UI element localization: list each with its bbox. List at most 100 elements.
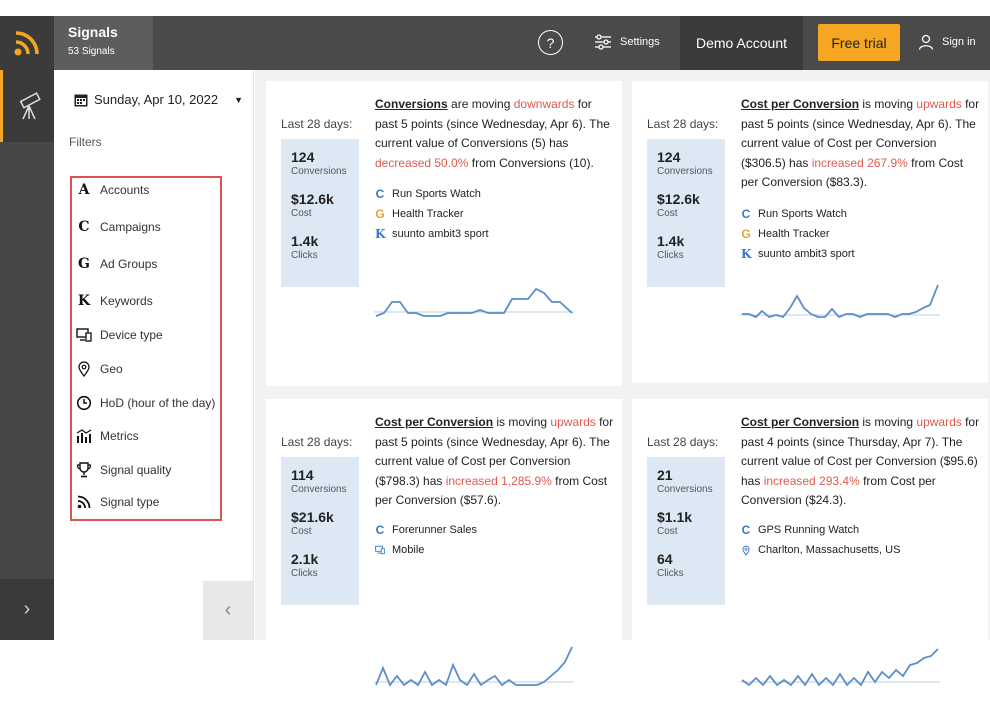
desc-text: from Cost per Conversion ($24.3).: [741, 473, 936, 508]
filter-keywords[interactable]: K Keywords: [76, 293, 153, 309]
stat-value: 1.4k: [291, 233, 319, 249]
filter-campaigns[interactable]: C Campaigns: [76, 219, 161, 235]
sliders-icon: [595, 34, 611, 50]
filter-label: Campaigns: [100, 220, 161, 234]
filter-label: Device type: [100, 328, 163, 342]
filter-signal-type[interactable]: Signal type: [76, 495, 159, 509]
ad-group-icon: G: [375, 207, 385, 221]
desc-text: from Cost per Conversion ($83.3).: [741, 155, 964, 190]
keywords-icon: K: [77, 293, 91, 309]
signals-logo[interactable]: [0, 16, 54, 70]
change-text: decreased 50.0%: [375, 155, 469, 170]
rss-logo-icon: [14, 31, 39, 56]
tag-list: C GPS Running Watch Charlton, Massachuset…: [741, 520, 901, 560]
metric-link[interactable]: Cost per Conversion: [741, 415, 860, 429]
signal-card[interactable]: Last 28 days: 21 Conversions $1.1k Cost 64…: [632, 399, 988, 704]
signal-card[interactable]: Last 28 days: 114 Conversions $21.6k Cost …: [266, 399, 622, 704]
tag-device: Mobile: [375, 540, 477, 560]
ad-group-icon: G: [741, 227, 751, 241]
campaign-icon: C: [741, 207, 751, 221]
filter-label: Signal quality: [100, 463, 172, 477]
stat-label: Cost: [657, 526, 678, 537]
filter-list: A Accounts C Campaigns G Ad Groups K Key…: [70, 176, 222, 521]
tag-ad-group: G Health Tracker: [375, 204, 489, 224]
help-button[interactable]: ?: [538, 30, 563, 55]
filter-metrics[interactable]: Metrics: [76, 428, 139, 444]
date-picker[interactable]: Sunday, Apr 10, 2022 ▼: [74, 92, 243, 107]
tag-list: C Forerunner Sales Mobile: [375, 520, 477, 560]
stat-label: Cost: [291, 526, 312, 537]
metric-link[interactable]: Cost per Conversion: [375, 415, 494, 429]
tag-text: Mobile: [392, 544, 425, 556]
direction-text: upwards: [916, 415, 962, 429]
signal-card[interactable]: Last 28 days: 124 Conversions $12.6k Cost …: [632, 81, 988, 383]
filter-geo[interactable]: Geo: [76, 361, 123, 377]
signal-card[interactable]: Last 28 days: 124 Conversions $12.6k Cost …: [266, 81, 622, 386]
period-label: Last 28 days:: [281, 117, 353, 131]
metrics-icon: [76, 429, 92, 443]
filter-accounts[interactable]: A Accounts: [76, 182, 150, 198]
filter-label: HoD (hour of the day): [100, 396, 216, 410]
clock-icon: [76, 395, 92, 411]
filter-label: Keywords: [100, 294, 153, 308]
stat-label: Clicks: [657, 250, 684, 261]
filter-hod[interactable]: HoD (hour of the day): [76, 395, 215, 411]
tag-ad-group: G Health Tracker: [741, 224, 855, 244]
free-trial-button[interactable]: Free trial: [818, 24, 900, 61]
sign-in-label: Sign in: [942, 36, 976, 48]
tag-text: Charlton, Massachusetts, US: [758, 544, 901, 556]
stat-value: 124: [291, 149, 315, 165]
stat-value: $1.1k: [657, 509, 693, 525]
sparkline: [740, 648, 940, 687]
calendar-icon: [74, 94, 88, 106]
signal-icon: [77, 495, 91, 509]
sparkline: [374, 287, 574, 317]
filter-label: Accounts: [100, 183, 150, 197]
stats-panel: 124 Conversions $12.6k Cost 1.4k Clicks: [281, 139, 359, 287]
stat-value: $12.6k: [657, 191, 700, 207]
filter-device-type[interactable]: Device type: [76, 328, 163, 342]
sign-in-button[interactable]: Sign in: [918, 34, 976, 50]
help-icon: ?: [546, 34, 555, 51]
stats-panel: 124 Conversions $12.6k Cost 1.4k Clicks: [647, 139, 725, 287]
tag-text: suunto ambit3 sport: [392, 228, 489, 240]
filter-signal-quality[interactable]: Signal quality: [76, 462, 171, 478]
stats-panel: 114 Conversions $21.6k Cost 2.1k Clicks: [281, 457, 359, 605]
signal-description: Cost per Conversion is moving upwards fo…: [741, 95, 981, 193]
stat-label: Conversions: [657, 484, 713, 495]
tag-text: Run Sports Watch: [758, 208, 847, 220]
desc-text: for past 5 points (since Wednesday, Apr …: [741, 97, 980, 170]
date-label: Sunday, Apr 10, 2022: [94, 92, 219, 107]
top-margin: [0, 0, 990, 16]
telescope-icon: [19, 92, 41, 120]
tag-text: GPS Running Watch: [758, 524, 860, 536]
tag-text: Health Tracker: [758, 228, 830, 240]
desc-text: from Conversions (10).: [468, 155, 594, 170]
stat-label: Conversions: [657, 166, 713, 177]
desc-text: are moving: [447, 97, 514, 111]
settings-button[interactable]: Settings: [594, 33, 660, 51]
filter-label: Signal type: [100, 495, 160, 509]
filter-ad-groups[interactable]: G Ad Groups: [76, 256, 157, 272]
nav-signals[interactable]: [0, 70, 54, 142]
period-label: Last 28 days:: [281, 435, 353, 449]
direction-text: upwards: [550, 415, 596, 429]
account-switcher[interactable]: Demo Account: [680, 16, 803, 70]
campaign-icon: C: [375, 523, 385, 537]
stat-value: 64: [657, 551, 673, 567]
filter-sidebar: Sunday, Apr 10, 2022 ▼ Filters A Account…: [54, 70, 254, 640]
stat-value: 21: [657, 467, 673, 483]
expand-rail-button[interactable]: ›: [0, 579, 54, 640]
period-label: Last 28 days:: [647, 435, 719, 449]
metric-link[interactable]: Cost per Conversion: [741, 97, 860, 111]
collapse-sidebar-button[interactable]: ‹: [203, 581, 253, 640]
filters-heading: Filters: [69, 135, 102, 149]
stat-value: 1.4k: [657, 233, 685, 249]
sparkline: [374, 646, 574, 687]
metric-link[interactable]: Conversions: [375, 97, 448, 111]
keyword-icon: K: [375, 227, 386, 241]
app-title: Signals: [68, 24, 118, 40]
